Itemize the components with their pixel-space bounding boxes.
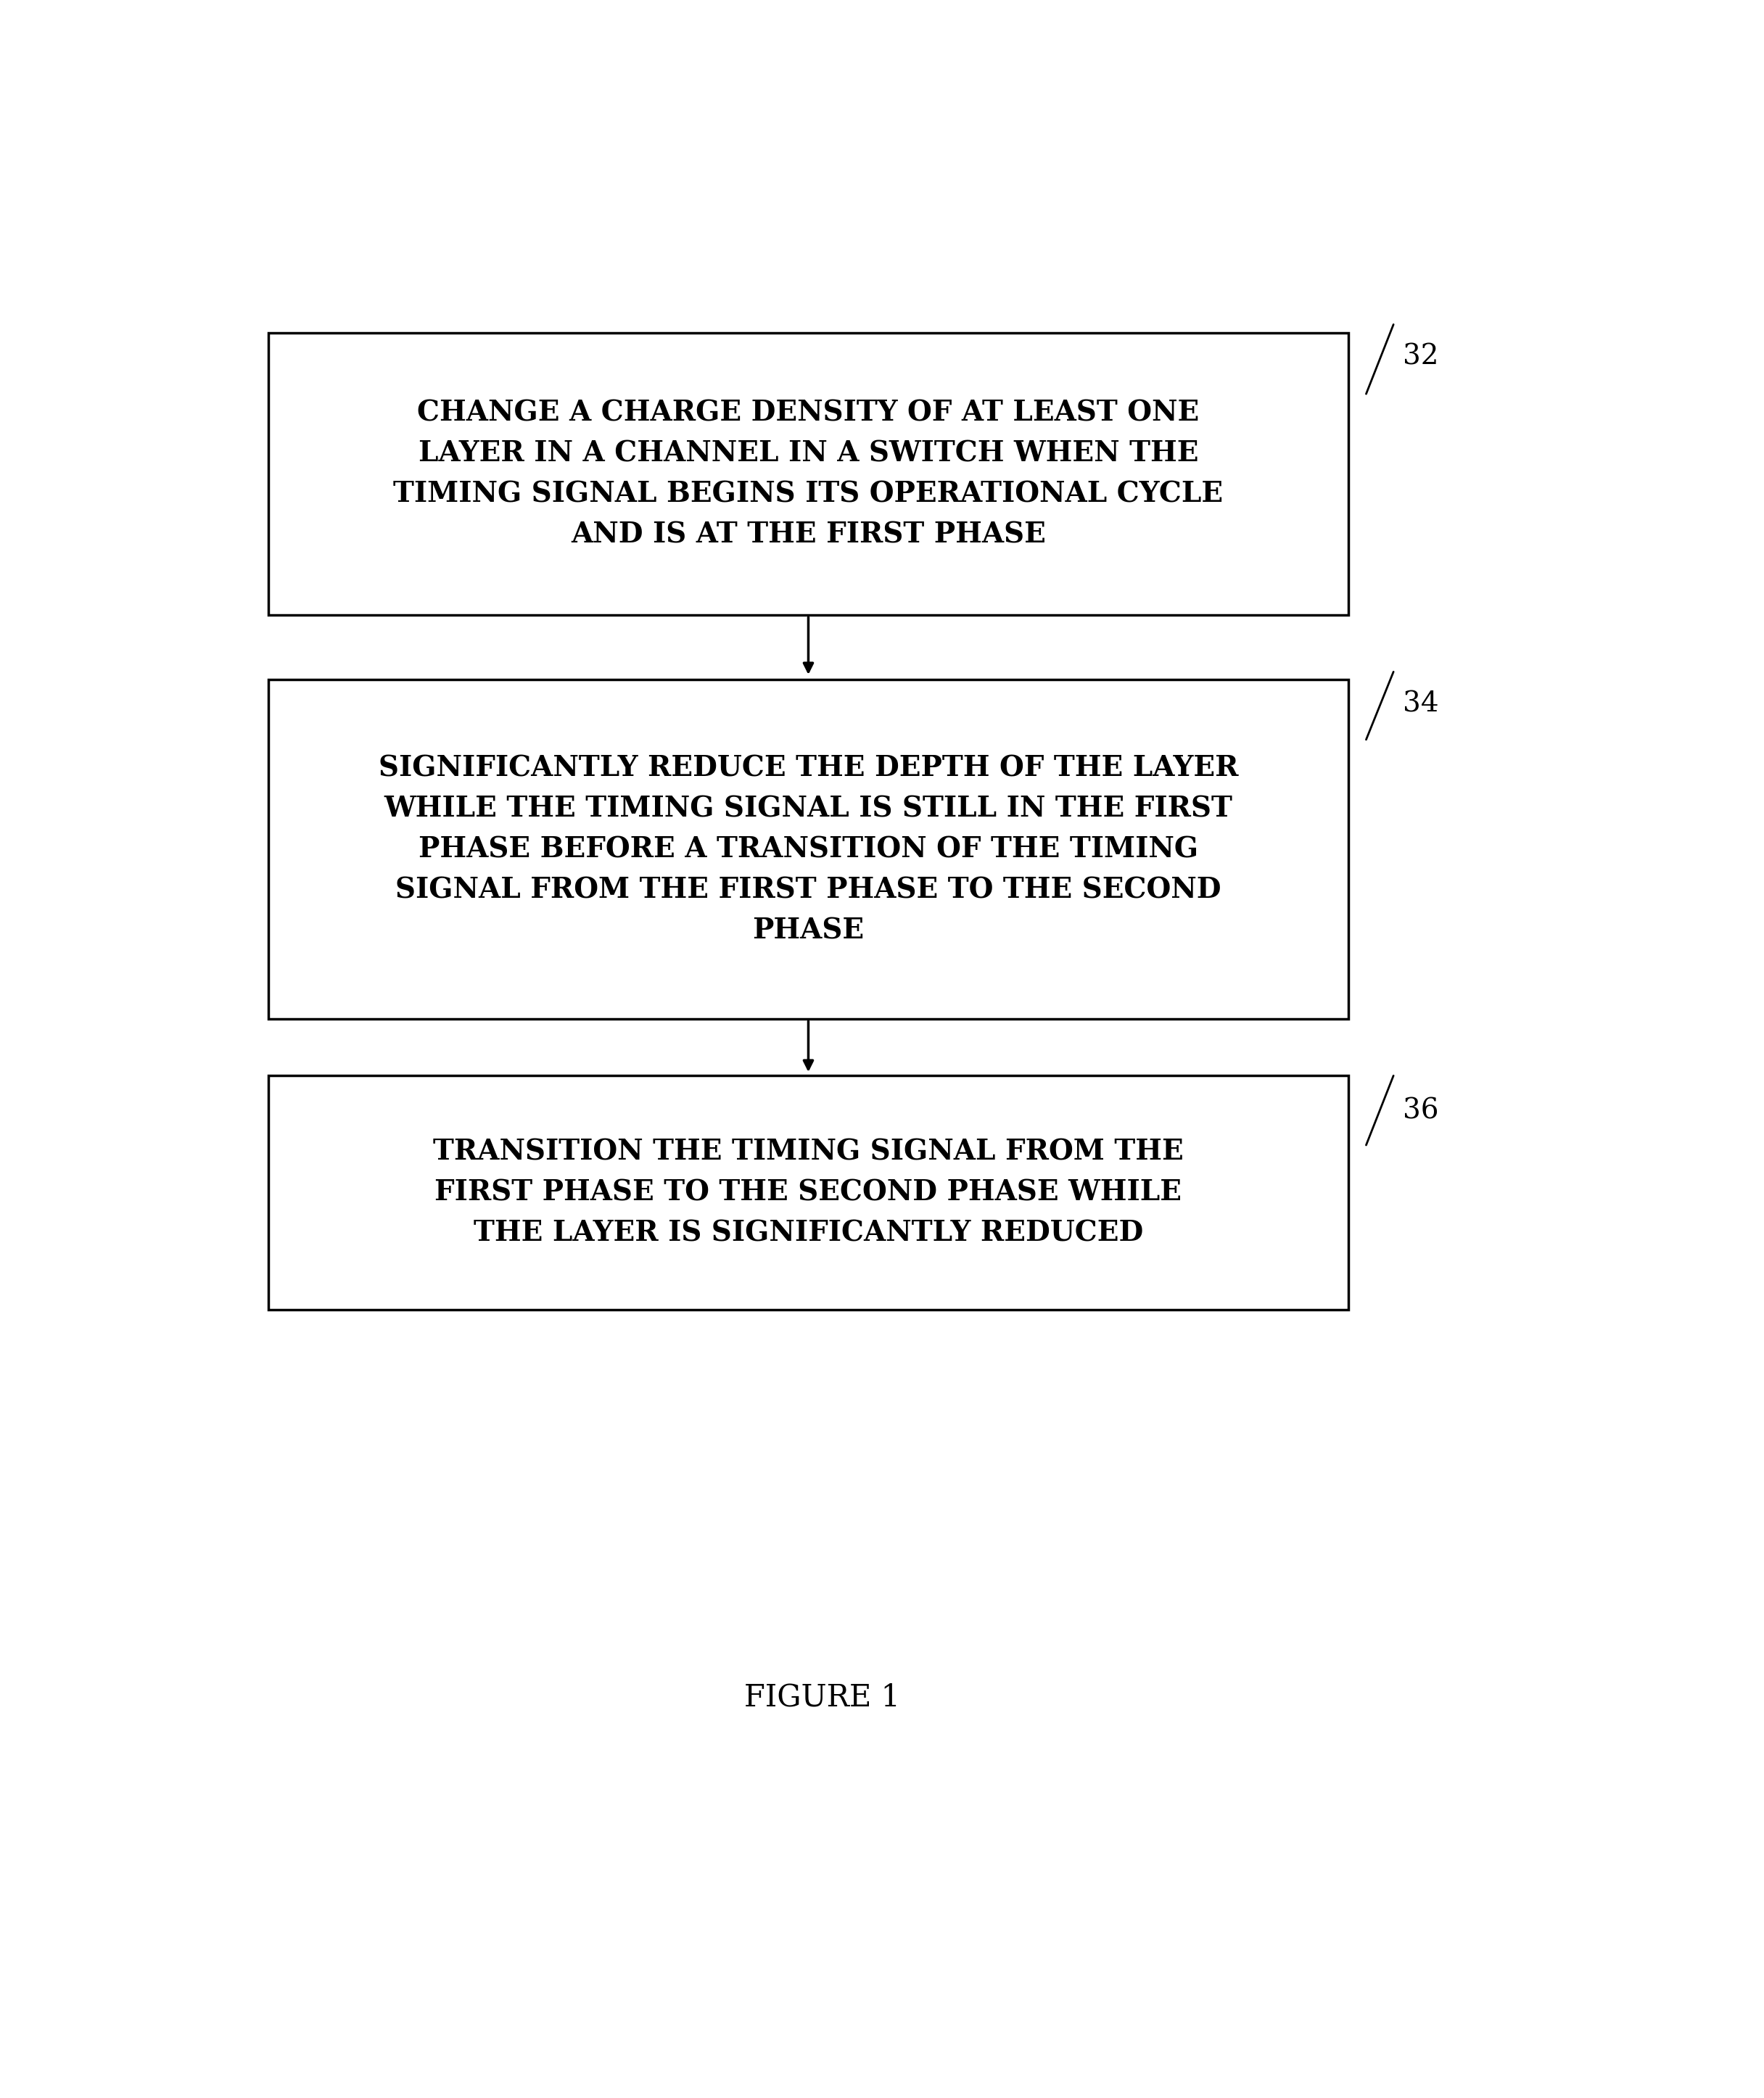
Text: TRANSITION THE TIMING SIGNAL FROM THE
FIRST PHASE TO THE SECOND PHASE WHILE
THE : TRANSITION THE TIMING SIGNAL FROM THE FI…	[434, 1139, 1184, 1246]
Text: 34: 34	[1402, 690, 1439, 718]
FancyBboxPatch shape	[268, 331, 1348, 615]
Text: SIGNIFICANTLY REDUCE THE DEPTH OF THE LAYER
WHILE THE TIMING SIGNAL IS STILL IN : SIGNIFICANTLY REDUCE THE DEPTH OF THE LA…	[379, 755, 1238, 944]
FancyBboxPatch shape	[268, 1076, 1348, 1309]
Text: FIGURE 1: FIGURE 1	[744, 1683, 900, 1712]
FancyBboxPatch shape	[268, 680, 1348, 1020]
Text: CHANGE A CHARGE DENSITY OF AT LEAST ONE
LAYER IN A CHANNEL IN A SWITCH WHEN THE
: CHANGE A CHARGE DENSITY OF AT LEAST ONE …	[393, 399, 1222, 548]
Text: 32: 32	[1402, 344, 1439, 369]
Text: 36: 36	[1402, 1097, 1439, 1125]
